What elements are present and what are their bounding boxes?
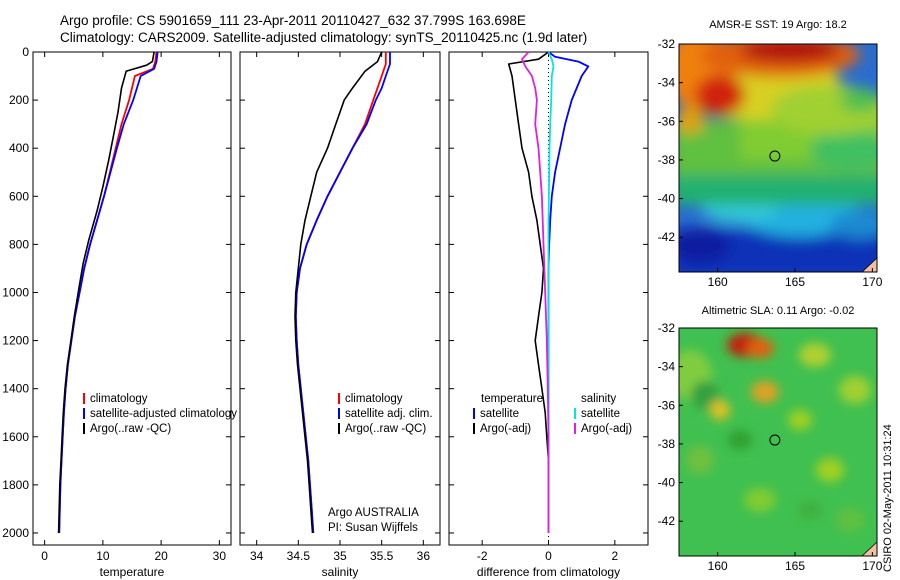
sst-map-title: AMSR-E SST: 19 Argo: 18.2: [709, 19, 847, 31]
x-tick-label: 35.5: [370, 549, 394, 563]
legend-heading-salinity: salinity: [581, 393, 616, 405]
x-tick-label: 36: [417, 549, 431, 563]
annotation-pi: PI: Susan Wijffels: [328, 522, 418, 534]
legend-label-satellite: satellite adj. clim.: [345, 408, 433, 420]
x-tick-label: 160: [708, 559, 728, 573]
y-tick-label: -38: [658, 153, 676, 167]
annotation-argo-australia: Argo AUSTRALIA: [328, 507, 419, 519]
legend-heading-temperature: temperature: [481, 393, 543, 405]
temperature-legend: climatology satellite-adjusted climatolo…: [83, 393, 237, 435]
y-tick-label: 1000: [2, 285, 29, 299]
difference-panel: -2 0 2 difference from climatology: [448, 51, 649, 579]
x-tick-label: 30: [213, 549, 227, 563]
y-tick-label: 2000: [2, 526, 29, 540]
header-line-2: Climatology: CARS2009. Satellite-adjuste…: [60, 30, 587, 45]
y-tick-label: -34: [658, 76, 676, 90]
argo-location-marker: [769, 434, 781, 446]
series-line: [294, 52, 391, 534]
header-line-1: Argo profile: CS 5901659_111 23-Apr-2011…: [60, 13, 526, 28]
x-tick-label: 34: [250, 549, 264, 563]
y-tick-label: 1400: [2, 382, 29, 396]
series-line: [521, 51, 550, 533]
x-tick-label: 170: [862, 275, 882, 289]
y-tick-label: -40: [658, 192, 676, 206]
legend-label-climatology: climatology: [345, 393, 403, 405]
series-line: [294, 52, 387, 534]
difference-legend: temperature satellite Argo(-adj) salinit…: [473, 393, 632, 435]
y-tick-label: -34: [658, 360, 676, 374]
x-tick-label: 34.5: [287, 549, 311, 563]
y-tick-label: 400: [9, 141, 29, 155]
y-tick-label: 0: [22, 45, 29, 59]
x-tick-label: 160: [708, 275, 728, 289]
sla-map: Altimetric SLA: 0.11 Argo: -0.02: [658, 305, 883, 573]
y-tick-label: -32: [658, 321, 676, 335]
sla-field: [679, 328, 877, 556]
legend-label-sal-satellite: satellite: [581, 408, 620, 420]
series-line: [507, 51, 550, 533]
legend-label-temp-argo: Argo(-adj): [480, 423, 531, 435]
series-line: [547, 51, 590, 533]
x-tick-label: 20: [154, 549, 168, 563]
argo-location-marker: [769, 150, 781, 162]
plot-frame: [239, 51, 441, 546]
y-tick-label: 200: [9, 93, 29, 107]
legend-label-argo: Argo(..raw -QC): [345, 423, 426, 435]
x-tick-label: 10: [96, 549, 110, 563]
plot-frame: [32, 51, 232, 546]
salinity-panel: 34 34.5 35 35.5 36 salinity: [239, 51, 441, 579]
temperature-panel: 0 10 20 30 0 200 400 600 800 1000 1200 1400 1600 1800…: [2, 45, 232, 579]
y-tick-label: 800: [9, 237, 29, 251]
legend-label-argo: Argo(..raw -QC): [90, 423, 171, 435]
legend-label-sal-argo: Argo(-adj): [581, 423, 632, 435]
series-line: [57, 51, 155, 534]
y-tick-label: -36: [658, 114, 676, 128]
x-axis-label: difference from climatology: [477, 565, 620, 579]
y-tick-label: -36: [658, 398, 676, 412]
y-tick-label: -42: [658, 230, 676, 244]
y-tick-label: -42: [658, 514, 676, 528]
y-tick-label: 1200: [2, 334, 29, 348]
series-line: [294, 51, 383, 534]
x-tick-label: 0: [545, 549, 552, 563]
sst-map: AMSR-E SST: 19 Argo: 18.2: [658, 19, 883, 289]
x-tick-label: 165: [785, 275, 805, 289]
sla-map-axes: 160 165 170 -32 -34 -36 -38 -40 -42: [658, 321, 883, 573]
legend-label-climatology: climatology: [90, 393, 148, 405]
y-tick-label: 600: [9, 189, 29, 203]
salinity-legend: climatology satellite adj. clim. Argo(..…: [338, 393, 433, 435]
x-tick-label: 170: [862, 559, 882, 573]
y-tick-label: -40: [658, 476, 676, 490]
legend-label-temp-satellite: satellite: [480, 408, 519, 420]
csiro-timestamp: CSIRO 02-May-2011 10:31:24: [882, 424, 894, 572]
y-tick-label: 1600: [2, 430, 29, 444]
x-tick-label: 165: [785, 559, 805, 573]
sst-map-axes: 160 165 170 -32 -34 -36 -38 -40 -42: [658, 37, 883, 289]
series-line: [547, 51, 555, 533]
sla-map-title: Altimetric SLA: 0.11 Argo: -0.02: [702, 305, 855, 317]
x-tick-label: 0: [41, 549, 48, 563]
x-tick-label: 2: [611, 549, 618, 563]
y-tick-label: 1800: [2, 478, 29, 492]
series-line: [58, 51, 158, 534]
y-tick-label: -32: [658, 37, 676, 51]
sst-field: [679, 44, 877, 272]
x-axis-label: salinity: [322, 565, 359, 579]
x-tick-label: 35: [333, 549, 347, 563]
y-tick-label: -38: [658, 437, 676, 451]
x-axis-label: temperature: [100, 565, 165, 579]
x-tick-label: -2: [477, 549, 488, 563]
series-line: [58, 51, 159, 534]
legend-label-satellite: satellite-adjusted climatology: [90, 408, 237, 420]
